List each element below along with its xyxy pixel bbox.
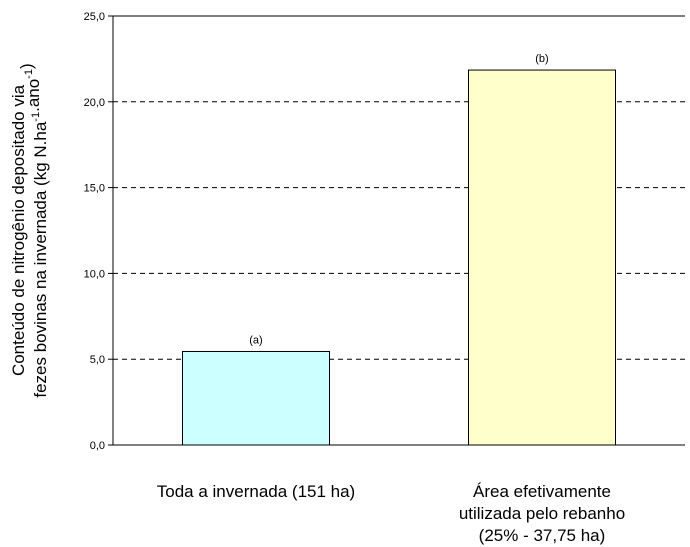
bar (182, 350, 330, 446)
y-tick-label: 15,0 (84, 183, 105, 195)
bar (468, 69, 616, 446)
y-axis-title: Conteúdo de nitrogênio depositado via fez… (9, 63, 50, 397)
gridlines (113, 15, 685, 360)
y-axis-title-line: fezes bovinas na invernada (kg N.ha-1.an… (17, 63, 50, 397)
y-axis-title-line: Conteúdo de nitrogênio depositado via (9, 84, 28, 376)
y-tick-label: 20,0 (84, 97, 105, 109)
bar-label: (b) (535, 53, 548, 65)
y-tick-label: 25,0 (84, 11, 105, 23)
bars (182, 69, 616, 446)
bar-label: (a) (249, 334, 262, 346)
category-label-line: (25% - 37,75 ha) (479, 526, 606, 545)
y-tick-label: 5,0 (90, 354, 105, 366)
category-label-line: Área efetivamente (473, 482, 611, 501)
y-tick-labels: 0,0 5,0 10,0 15,0 20,0 25,0 (84, 11, 105, 452)
y-tick-label: 0,0 (90, 440, 105, 452)
category-label: Toda a invernada (151 ha) (157, 482, 355, 501)
category-labels: Toda a invernada (151 ha) Área efetivamen… (157, 482, 625, 545)
bar-labels: (a) (b) (249, 53, 548, 346)
y-tick-label: 10,0 (84, 268, 105, 280)
category-label-line: Toda a invernada (151 ha) (157, 482, 355, 501)
category-label: Área efetivamente utilizada pelo rebanho (… (459, 482, 625, 545)
category-label-line: utilizada pelo rebanho (459, 504, 625, 523)
